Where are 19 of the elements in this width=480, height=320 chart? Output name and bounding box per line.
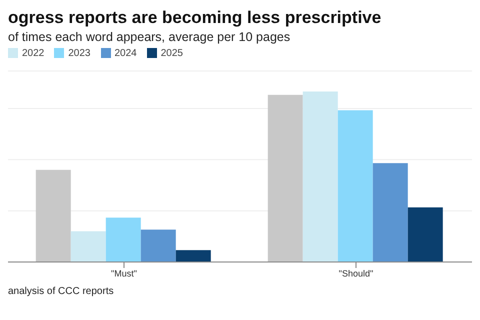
bar bbox=[408, 207, 443, 262]
chart-subtitle: of times each word appears, average per 10 pages bbox=[8, 30, 292, 44]
text: analysis of CCC reports bbox=[8, 286, 115, 297]
chart-title: ogress reports are becoming less prescriptive bbox=[8, 8, 382, 28]
bar bbox=[106, 218, 141, 262]
bar bbox=[176, 250, 211, 262]
bar bbox=[140, 230, 176, 262]
bar bbox=[372, 163, 408, 262]
bar bbox=[36, 170, 71, 262]
legend-label: 2022 bbox=[22, 48, 44, 59]
bar bbox=[268, 94, 303, 262]
x-tick-label: "Must" bbox=[111, 268, 137, 278]
legend-label: 2023 bbox=[68, 48, 90, 59]
legend-label: 2025 bbox=[160, 48, 183, 59]
bar bbox=[302, 91, 338, 262]
x-tick-label: "Should" bbox=[338, 268, 374, 278]
bar bbox=[338, 110, 373, 262]
bar bbox=[70, 231, 106, 262]
legend-label: 2024 bbox=[114, 48, 137, 59]
